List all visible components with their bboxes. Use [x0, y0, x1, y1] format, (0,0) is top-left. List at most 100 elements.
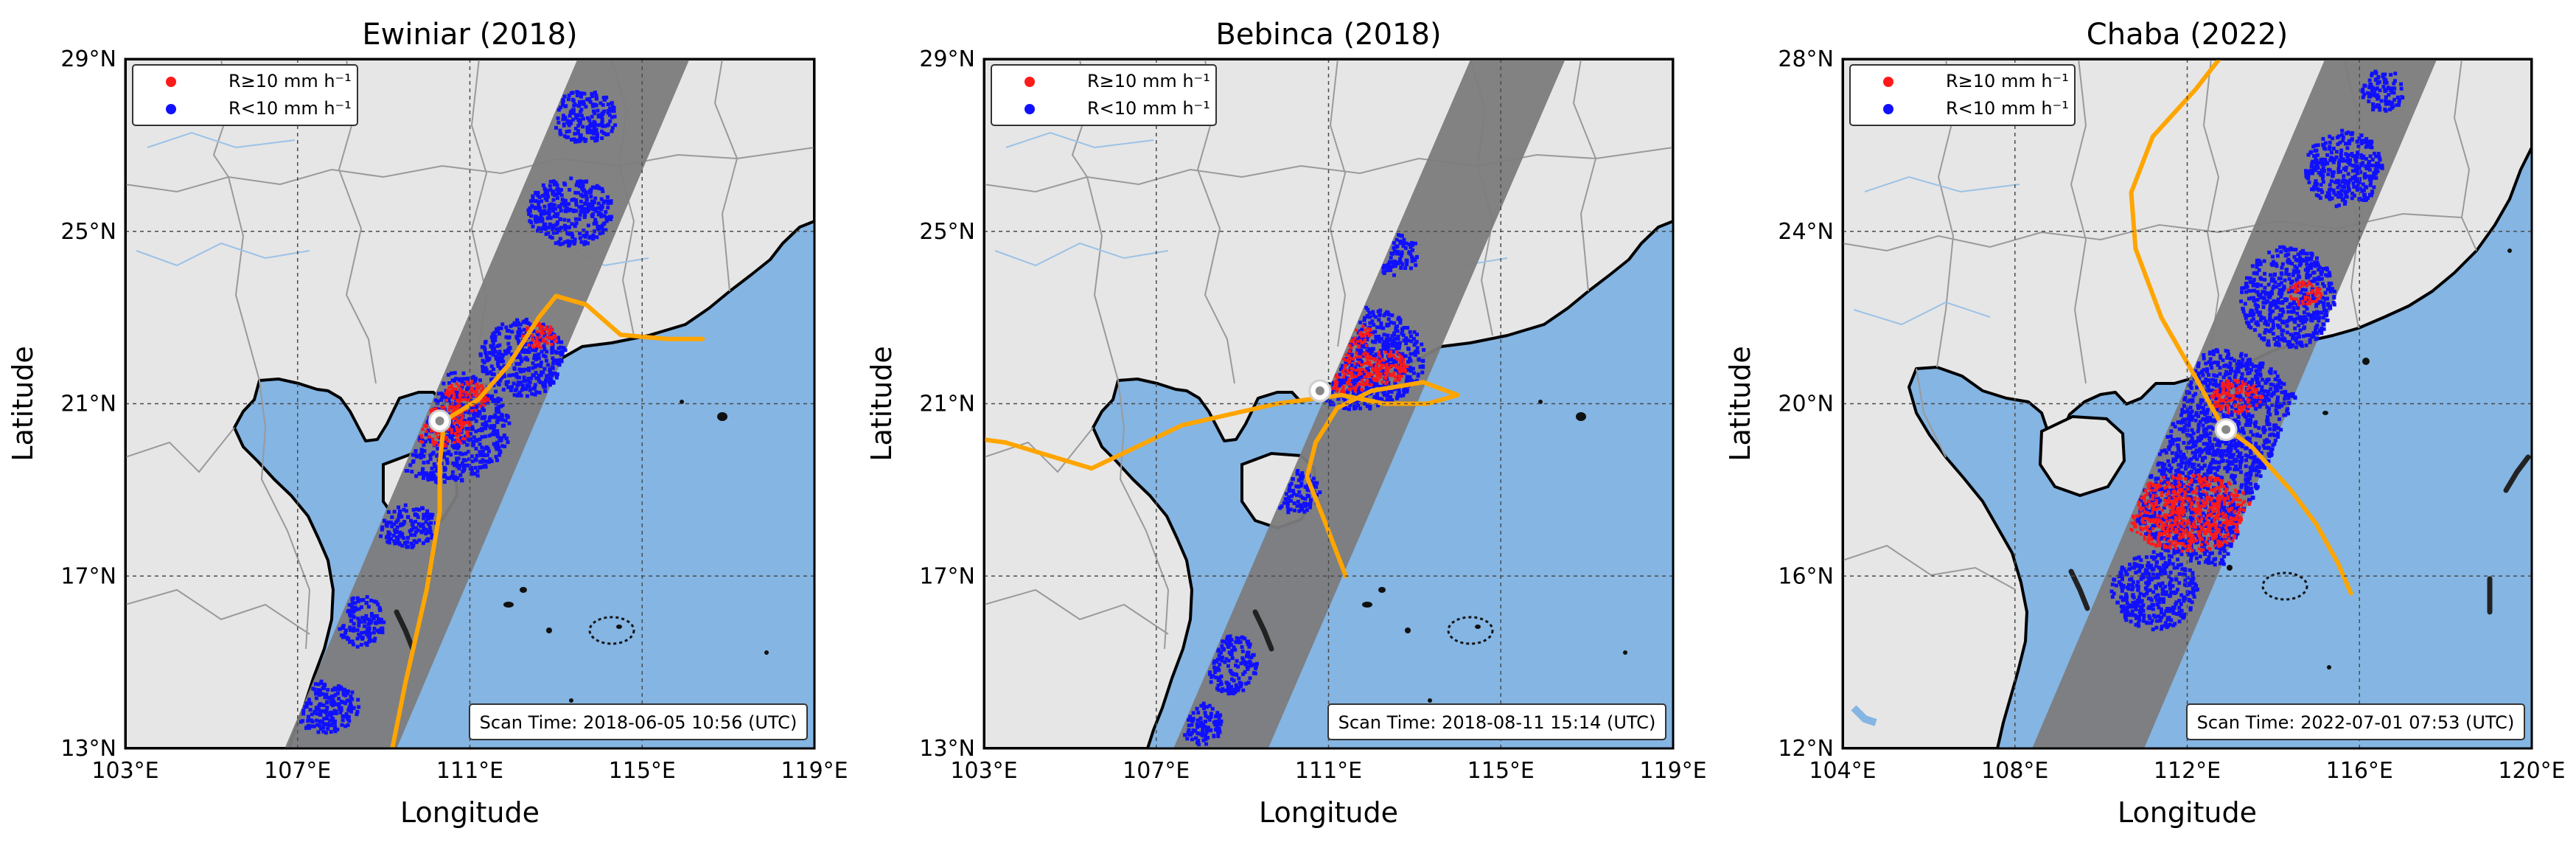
rain-pixel: [2282, 382, 2286, 386]
rain-pixel: [527, 366, 531, 371]
rain-pixel: [2240, 376, 2244, 380]
rain-pixel: [1339, 367, 1343, 372]
rain-pixel: [2219, 526, 2224, 531]
rain-pixel: [1245, 651, 1249, 656]
rain-pixel: [467, 450, 471, 454]
rain-pixel: [551, 209, 555, 213]
rain-pixel: [1361, 363, 1364, 366]
rain-pixel: [336, 684, 341, 688]
rain-pixel: [1398, 361, 1402, 364]
rain-pixel: [606, 132, 610, 136]
rain-pixel: [2251, 400, 2255, 404]
rain-pixel: [1215, 659, 1219, 664]
rain-pixel: [500, 322, 505, 327]
rain-pixel: [460, 394, 464, 399]
rain-pixel: [481, 358, 485, 363]
rain-pixel: [596, 201, 601, 206]
rain-pixel: [528, 380, 532, 384]
rain-pixel: [2157, 468, 2162, 473]
rain-pixel: [521, 386, 525, 390]
rain-pixel: [493, 335, 498, 338]
rain-pixel: [418, 472, 422, 476]
rain-pixel: [2208, 416, 2213, 420]
rain-pixel: [495, 357, 499, 361]
rain-pixel: [402, 507, 406, 512]
rain-pixel: [1379, 349, 1383, 353]
rain-pixel: [429, 521, 433, 525]
rain-pixel: [481, 368, 486, 372]
rain-pixel: [2207, 436, 2212, 440]
rain-pixel: [428, 457, 433, 462]
rain-pixel: [551, 356, 555, 361]
rain-pixel: [579, 108, 584, 112]
rain-pixel: [347, 705, 352, 709]
rain-pixel: [413, 449, 418, 453]
rain-pixel: [2269, 367, 2273, 372]
rain-pixel: [2247, 380, 2252, 384]
rain-pixel: [448, 434, 453, 439]
rain-pixel: [1392, 333, 1397, 337]
rain-pixel: [307, 700, 311, 705]
rain-pixel: [497, 326, 500, 330]
rain-pixel: [2227, 443, 2231, 448]
rain-pixel: [427, 472, 431, 476]
rain-pixel: [2193, 533, 2197, 538]
rain-pixel: [548, 206, 551, 211]
rain-pixel: [608, 106, 612, 111]
rain-pixel: [2235, 449, 2240, 453]
rain-pixel: [366, 605, 371, 609]
rain-pixel: [467, 392, 471, 396]
rain-pixel: [2247, 498, 2251, 503]
rain-pixel: [2207, 561, 2211, 566]
rain-pixel: [386, 510, 391, 514]
rain-pixel: [347, 602, 352, 607]
rain-pixel: [453, 478, 458, 482]
rain-pixel: [2167, 468, 2171, 473]
rain-pixel: [2184, 475, 2188, 479]
rain-pixel: [413, 530, 418, 535]
rain-pixel: [1199, 720, 1203, 725]
rain-pixel: [444, 443, 447, 447]
rain-pixel: [2224, 363, 2228, 367]
rain-pixel: [1219, 682, 1224, 686]
rain-pixel: [2241, 412, 2246, 417]
rain-pixel: [1342, 406, 1347, 411]
rain-pixel: [2173, 479, 2177, 483]
rain-pixel: [1224, 641, 1229, 645]
rain-pixel: [523, 342, 527, 347]
rain-pixel: [397, 505, 401, 510]
rain-pixel: [465, 431, 469, 435]
rain-pixel: [1333, 380, 1337, 383]
rain-pixel: [2219, 449, 2224, 453]
rain-pixel: [2268, 412, 2272, 417]
rain-pixel: [2248, 358, 2252, 362]
rain-pixel: [555, 183, 559, 187]
rain-pixel: [424, 432, 428, 437]
rain-pixel: [1379, 321, 1383, 325]
rain-pixel: [2214, 453, 2219, 457]
rain-pixel: [592, 200, 596, 204]
rain-pixel: [352, 642, 355, 647]
rain-pixel: [377, 617, 380, 622]
rain-pixel: [2203, 434, 2207, 439]
rain-pixel: [550, 346, 554, 350]
rain-pixel: [610, 129, 614, 133]
rain-pixel: [1420, 359, 1425, 364]
rain-pixel: [535, 338, 539, 342]
rain-pixel: [577, 91, 582, 95]
rain-pixel: [549, 380, 554, 384]
rain-pixel: [567, 129, 571, 133]
rain-pixel: [463, 377, 467, 381]
rain-pixel: [357, 632, 361, 636]
rain-pixel: [1375, 377, 1378, 380]
rain-pixel: [1398, 375, 1402, 379]
rain-pixel: [498, 366, 503, 371]
rain-pixel: [436, 435, 439, 439]
rain-pixel: [434, 469, 439, 473]
rain-pixel: [2244, 361, 2249, 366]
rain-pixel: [559, 202, 564, 206]
rain-pixel: [1352, 378, 1356, 383]
rain-pixel: [1244, 681, 1249, 686]
rain-pixel: [574, 113, 578, 117]
rain-pixel: [1395, 251, 1399, 256]
